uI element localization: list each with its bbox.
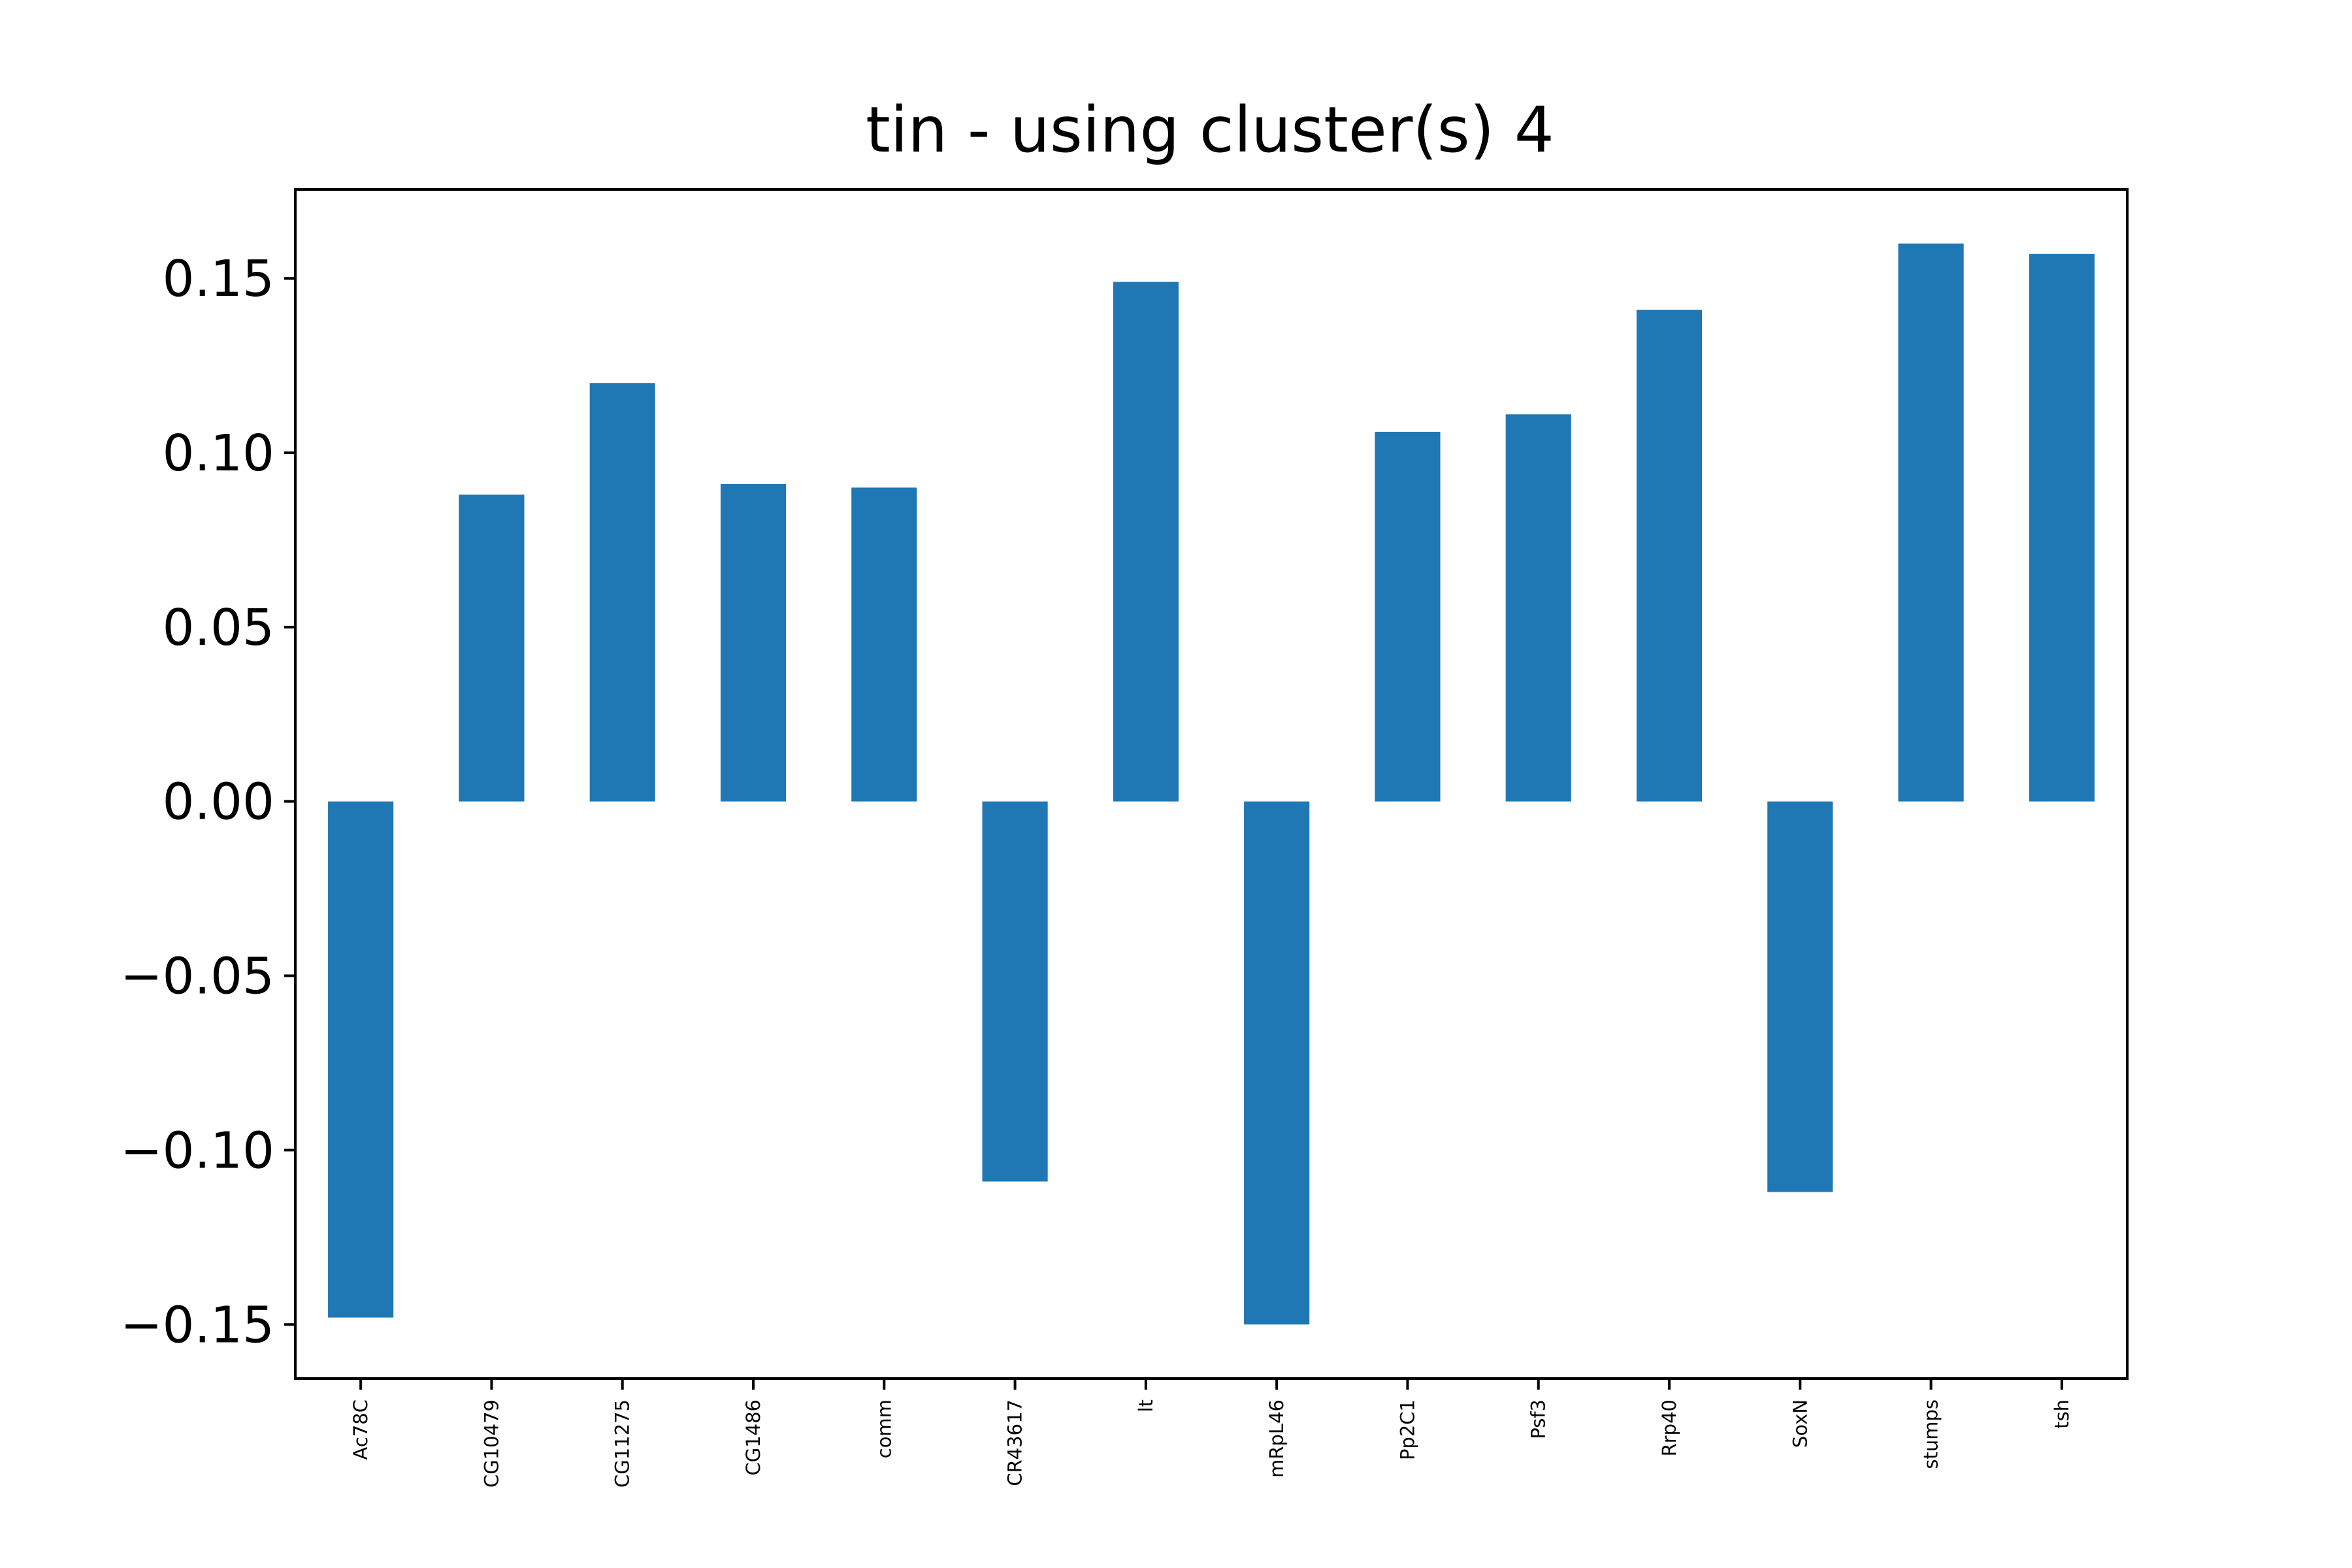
- x-tick-label-tsh: tsh: [2051, 1399, 2073, 1429]
- bar-CR43617: [982, 801, 1048, 1182]
- bar-comm: [851, 487, 917, 802]
- y-tick-label: 0.10: [163, 425, 274, 483]
- y-tick-label: 0.05: [163, 599, 274, 657]
- x-tick-label-Ac78C: Ac78C: [350, 1399, 372, 1460]
- y-tick-label: 0.00: [163, 774, 274, 832]
- y-axis: −0.15 −0.10 −0.05 0.00 0.05 0.10 0.15: [120, 250, 295, 1354]
- bar-stumps: [1898, 243, 1964, 802]
- x-tick-label-lt: lt: [1135, 1399, 1157, 1412]
- plot-frame: [294, 188, 2129, 1380]
- bar-Ac78C: [328, 801, 394, 1318]
- bar-lt: [1113, 282, 1179, 802]
- x-tick-label-Rrp40: Rrp40: [1658, 1399, 1680, 1456]
- bar-Rrp40: [1636, 310, 1703, 802]
- x-tick-label-stumps: stumps: [1920, 1399, 1942, 1469]
- bar-CG1486: [720, 484, 787, 802]
- x-tick-label-CG11275: CG11275: [612, 1399, 634, 1488]
- x-tick-label-Psf3: Psf3: [1527, 1399, 1550, 1439]
- bar-SoxN: [1767, 801, 1833, 1192]
- x-tick-label-comm: comm: [873, 1399, 895, 1458]
- bar-CG10479: [459, 495, 525, 802]
- y-tick-label: −0.10: [120, 1122, 274, 1180]
- x-tick-label-CG10479: CG10479: [480, 1399, 502, 1488]
- x-tick-label-CR43617: CR43617: [1004, 1399, 1026, 1486]
- bars-group: [328, 243, 2095, 1325]
- bar-tsh: [2029, 253, 2095, 802]
- x-tick-label-CG1486: CG1486: [742, 1399, 764, 1476]
- y-tick-label: −0.15: [120, 1296, 274, 1354]
- bar-mRpL46: [1244, 801, 1310, 1325]
- y-tick-label: −0.05: [120, 948, 274, 1006]
- chart-title: tin - using cluster(s) 4: [866, 93, 1554, 167]
- x-tick-label-Pp2C1: Pp2C1: [1396, 1399, 1418, 1460]
- x-axis: Ac78C CG10479 CG11275 CG1486 comm CR43617 lt mR…: [350, 1379, 2073, 1488]
- x-tick-label-SoxN: SoxN: [1789, 1399, 1811, 1448]
- y-tick-label: 0.15: [163, 250, 274, 308]
- x-tick-label-mRpL46: mRpL46: [1266, 1399, 1288, 1478]
- bar-Psf3: [1505, 414, 1571, 802]
- bar-Pp2C1: [1375, 431, 1441, 802]
- bar-CG11275: [589, 383, 655, 802]
